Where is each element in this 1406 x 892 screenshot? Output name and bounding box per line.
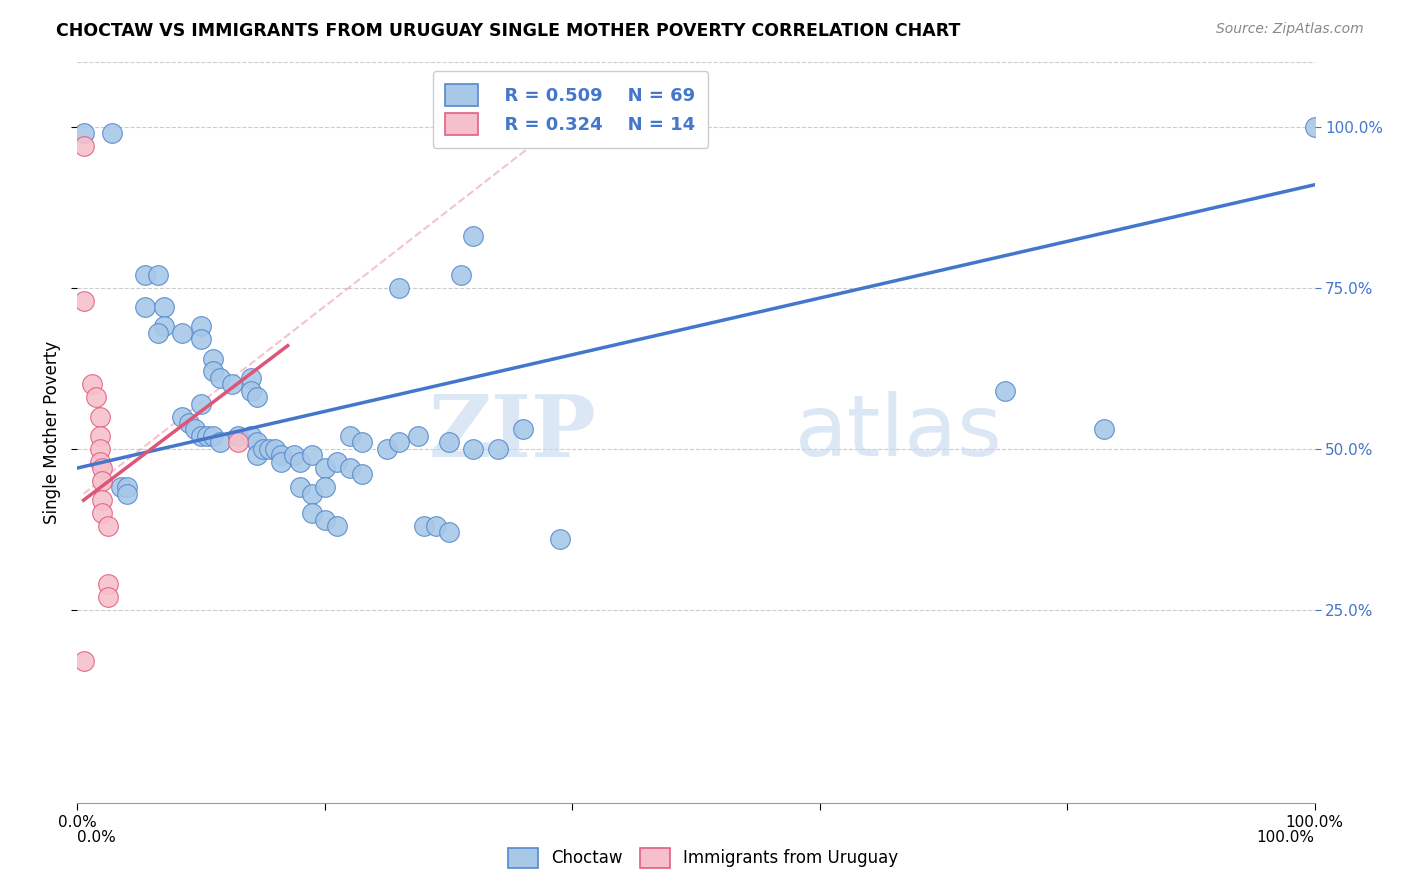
Point [239, 429, 262, 443]
Point [172, 326, 194, 340]
Point [89, 409, 111, 424]
Point [406, 429, 429, 443]
Point [226, 435, 249, 450]
Text: ZIP: ZIP [429, 391, 598, 475]
Point [72, 139, 94, 153]
Point [463, 229, 485, 244]
Point [288, 454, 311, 468]
Point [72, 293, 94, 308]
Point [72, 126, 94, 140]
Legend: Choctaw, Immigrants from Uruguay: Choctaw, Immigrants from Uruguay [502, 841, 904, 875]
Point [146, 326, 169, 340]
Legend:   R = 0.509    N = 69,   R = 0.324    N = 14: R = 0.509 N = 69, R = 0.324 N = 14 [433, 71, 709, 148]
Point [239, 371, 262, 385]
Point [450, 268, 472, 282]
Point [202, 364, 225, 378]
Point [252, 442, 274, 456]
Point [994, 384, 1017, 398]
Point [190, 397, 212, 411]
Point [548, 532, 571, 546]
Point [463, 442, 485, 456]
Point [437, 126, 460, 140]
Point [134, 300, 156, 314]
Point [82, 377, 104, 392]
Point [115, 480, 138, 494]
Point [153, 319, 176, 334]
Point [115, 487, 138, 501]
Point [425, 519, 447, 533]
Point [301, 487, 323, 501]
Point [208, 371, 231, 385]
Point [412, 519, 434, 533]
Point [202, 351, 225, 366]
Point [89, 429, 111, 443]
Point [177, 416, 200, 430]
Text: atlas: atlas [794, 391, 1002, 475]
Point [536, 126, 558, 140]
Point [153, 300, 176, 314]
Point [301, 448, 323, 462]
Y-axis label: Single Mother Poverty: Single Mother Poverty [42, 341, 60, 524]
Point [184, 422, 207, 436]
Point [84, 390, 107, 404]
Point [1303, 120, 1326, 134]
Point [89, 454, 111, 468]
Point [72, 654, 94, 668]
Text: CHOCTAW VS IMMIGRANTS FROM URUGUAY SINGLE MOTHER POVERTY CORRELATION CHART: CHOCTAW VS IMMIGRANTS FROM URUGUAY SINGL… [56, 22, 960, 40]
Point [350, 435, 373, 450]
Point [257, 442, 280, 456]
Point [190, 429, 212, 443]
Point [314, 512, 336, 526]
Point [97, 577, 120, 591]
Point [91, 493, 114, 508]
Point [314, 480, 336, 494]
Point [91, 461, 114, 475]
Point [375, 442, 398, 456]
Point [134, 268, 156, 282]
Point [101, 126, 124, 140]
Point [283, 448, 305, 462]
Point [226, 429, 249, 443]
Point [172, 409, 194, 424]
Point [301, 506, 323, 520]
Point [388, 281, 411, 295]
Point [110, 480, 132, 494]
Point [326, 454, 349, 468]
Point [288, 480, 311, 494]
Point [314, 461, 336, 475]
Point [264, 442, 287, 456]
Point [437, 525, 460, 540]
Text: 0.0%: 0.0% [77, 830, 117, 845]
Point [388, 435, 411, 450]
Point [146, 268, 169, 282]
Point [89, 442, 111, 456]
Point [437, 435, 460, 450]
Point [195, 429, 218, 443]
Point [339, 461, 361, 475]
Point [339, 429, 361, 443]
Point [270, 454, 292, 468]
Point [208, 435, 231, 450]
Point [246, 435, 269, 450]
Point [246, 390, 269, 404]
Point [91, 474, 114, 488]
Point [486, 442, 509, 456]
Point [512, 422, 534, 436]
Point [246, 448, 269, 462]
Point [202, 429, 225, 443]
Point [1092, 422, 1115, 436]
Point [221, 377, 243, 392]
Point [326, 519, 349, 533]
Point [91, 506, 114, 520]
Point [97, 519, 120, 533]
Text: Source: ZipAtlas.com: Source: ZipAtlas.com [1216, 22, 1364, 37]
Text: 100.0%: 100.0% [1257, 830, 1315, 845]
Point [97, 590, 120, 604]
Point [270, 448, 292, 462]
Point [239, 384, 262, 398]
Point [190, 332, 212, 346]
Point [350, 467, 373, 482]
Point [190, 319, 212, 334]
